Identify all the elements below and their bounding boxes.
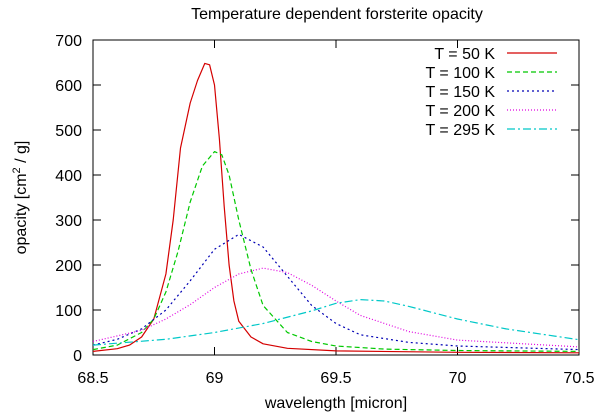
y-axis-title-superscript: 2: [11, 167, 23, 173]
x-tick-label: 70.5: [563, 370, 594, 387]
x-tick-label: 70: [449, 370, 467, 387]
legend-label-1: T = 50 K: [434, 46, 495, 63]
x-tick-label: 69: [206, 370, 224, 387]
legend: T = 50 K T = 100 K T = 150 K T = 200 K T = 2…: [425, 46, 557, 139]
series-line-2: [92, 151, 580, 352]
series-line-3: [92, 233, 580, 351]
x-axis-title: wavelength [micron]: [264, 395, 407, 412]
y-tick-label: 700: [55, 33, 82, 50]
series-line-5: [92, 299, 580, 346]
series-line-1: [92, 62, 580, 354]
y-axis-title-main: opacity [cm: [13, 173, 30, 254]
data-series: [92, 62, 580, 354]
y-tick-label: 0: [73, 348, 82, 365]
y-tick-label: 500: [55, 123, 82, 140]
x-tick-label: 69.5: [320, 370, 351, 387]
series-line-4: [92, 267, 580, 348]
axis-ticks: [92, 39, 580, 356]
y-tick-label: 300: [55, 213, 82, 230]
legend-label-4: T = 200 K: [425, 103, 495, 120]
x-tick-label: 68.5: [77, 370, 108, 387]
legend-label-3: T = 150 K: [425, 84, 495, 101]
plot-frame: [92, 39, 580, 356]
y-tick-label: 100: [55, 303, 82, 320]
y-tick-label: 600: [55, 78, 82, 95]
y-tick-label: 400: [55, 168, 82, 185]
chart-title: Temperature dependent forsterite opacity: [191, 6, 483, 23]
y-axis-title: opacity [cm2 / g]: [11, 141, 30, 255]
x-tick-labels: 68.5 69 69.5 70 70.5: [77, 370, 594, 387]
legend-label-5: T = 295 K: [425, 122, 495, 139]
y-axis-title-tail: / g]: [13, 141, 30, 168]
y-tick-label: 200: [55, 258, 82, 275]
legend-label-2: T = 100 K: [425, 65, 495, 82]
y-tick-labels: 0 100 200 300 400 500 600 700: [55, 33, 82, 365]
